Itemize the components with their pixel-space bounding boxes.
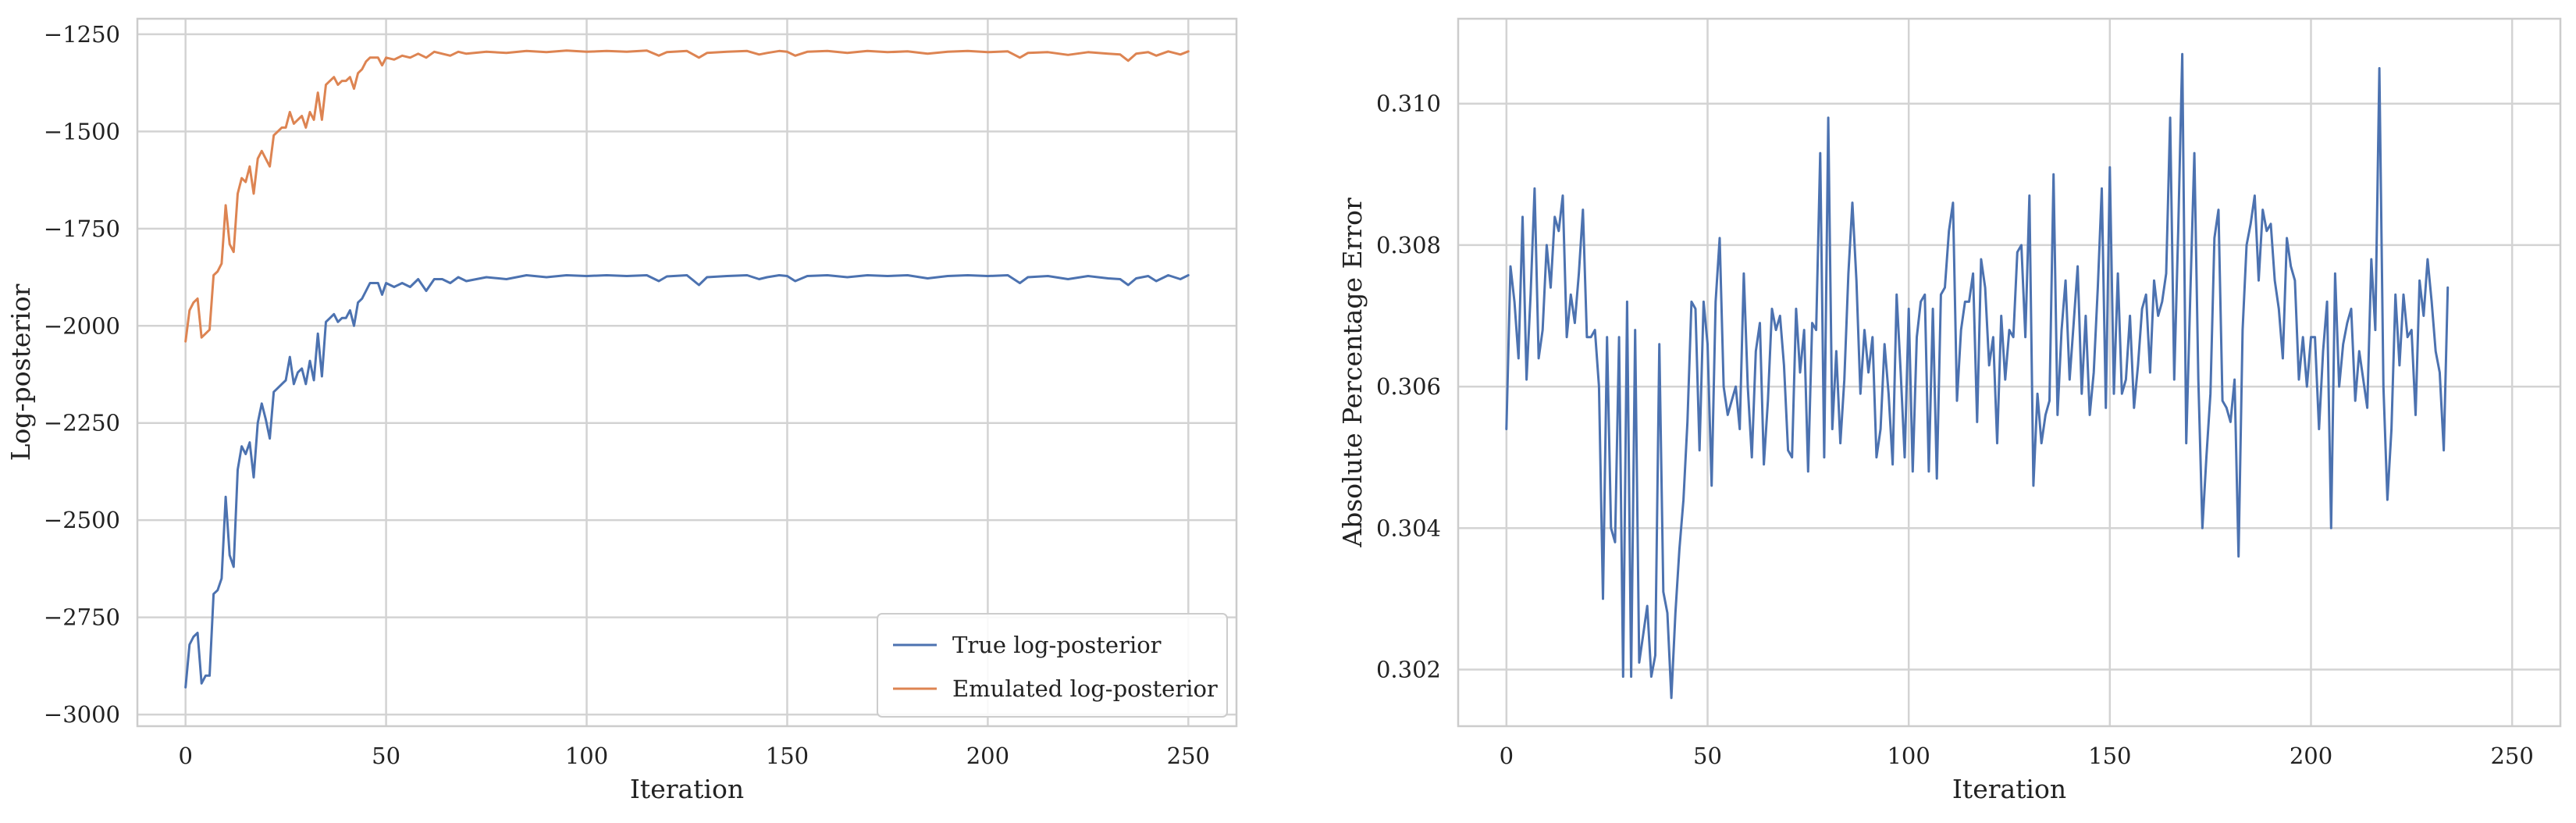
log-posterior-panel: 0 50 100 150 200 250 −3000 −2750 −2500 −2250 −2000… [5, 17, 1238, 804]
x-tick-label: 50 [1693, 743, 1722, 769]
y-tick-label: 0.304 [1376, 515, 1441, 541]
x-tick-label: 250 [2490, 743, 2533, 769]
y-tick-label: −2000 [44, 312, 120, 339]
x-tick-label: 150 [2088, 743, 2131, 769]
x-tick-label: 0 [178, 743, 192, 769]
y-tick-label: −2750 [44, 604, 120, 631]
x-tick-label: 100 [565, 743, 608, 769]
series-group [184, 49, 1190, 689]
y-tick-label: 0.310 [1376, 91, 1441, 117]
legend-label-1: True log-posterior [952, 632, 1162, 658]
legend-box [877, 613, 1228, 718]
series-group [1505, 52, 2450, 700]
x-tick-label: 100 [1887, 743, 1930, 769]
y-axis-label: Log-posterior [5, 283, 36, 461]
x-tick-label: 200 [2290, 743, 2332, 769]
y-tick-label: −3000 [44, 701, 120, 728]
y-tick-label: −1250 [44, 21, 120, 48]
y-tick-label: −2500 [44, 507, 120, 533]
tick-labels: 0 50 100 150 200 250 0.302 0.304 0.306 0.308 0.310 [1376, 91, 2534, 769]
x-tick-label: 50 [372, 743, 400, 769]
percentage-error-panel: 0 50 100 150 200 250 0.302 0.304 0.306 0.308 0.310… [1337, 17, 2562, 804]
plot-frame [1457, 17, 2562, 728]
series-line-1 [1505, 52, 2450, 700]
plot-frame [136, 17, 1238, 728]
legend: True log-posterior Emulated log-posterior [877, 613, 1228, 718]
x-axis-label: Iteration [1952, 774, 2066, 804]
tick-labels: 0 50 100 150 200 250 −3000 −2750 −2500 −2250 −2000… [44, 21, 1210, 769]
legend-label-2: Emulated log-posterior [952, 675, 1218, 702]
y-tick-label: −2250 [44, 410, 120, 436]
x-tick-label: 0 [1500, 743, 1514, 769]
x-tick-label: 250 [1167, 743, 1210, 769]
y-tick-label: 0.306 [1376, 373, 1441, 400]
y-axis-label: Absolute Percentage Error [1337, 198, 1368, 548]
gridlines [1458, 19, 2560, 726]
gridlines [137, 19, 1236, 726]
y-tick-label: −1500 [44, 118, 120, 144]
x-tick-label: 200 [966, 743, 1009, 769]
series-line-1 [184, 274, 1190, 689]
y-tick-label: −1750 [44, 216, 120, 242]
x-tick-label: 150 [766, 743, 809, 769]
y-tick-label: 0.308 [1376, 232, 1441, 258]
x-axis-label: Iteration [630, 774, 744, 804]
y-tick-label: 0.302 [1376, 657, 1441, 683]
series-line-2 [184, 49, 1190, 343]
